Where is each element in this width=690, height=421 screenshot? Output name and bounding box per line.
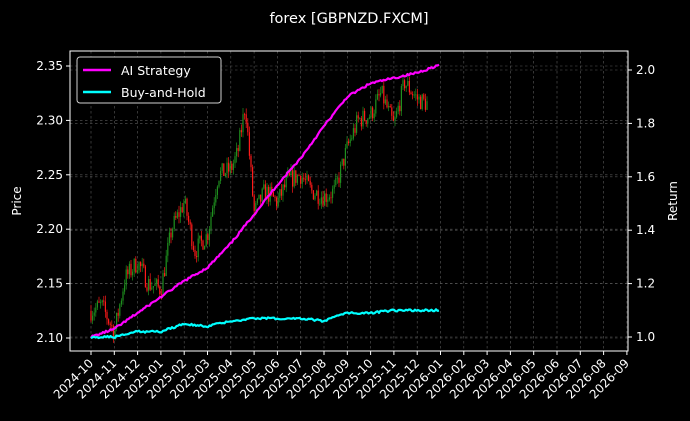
chart-title: forex [GBPNZD.FXCM] [269, 11, 428, 27]
y-left-tick-label: 2.30 [36, 113, 63, 127]
ai-strategy-line [90, 63, 440, 339]
y-right-tick-label: 1.4 [636, 223, 655, 237]
y-left-tick-label: 2.20 [36, 222, 63, 236]
y-axis-left-ticks: 2.10 2.15 2.20 2.25 2.30 2.35 [36, 59, 70, 345]
y-right-tick-label: 2.0 [636, 63, 655, 77]
y-left-tick-label: 2.35 [36, 59, 63, 73]
y-axis-right-ticks: 1.0 1.2 1.4 1.6 1.8 2.0 [628, 63, 655, 344]
y-right-tick-label: 1.6 [636, 170, 655, 184]
return-lines [90, 63, 440, 340]
legend-label-ai-strategy: AI Strategy [121, 63, 191, 78]
y-right-tick-label: 1.2 [636, 277, 655, 291]
y-axis-left-label: Price [10, 186, 24, 215]
y-right-tick-label: 1.8 [636, 116, 655, 130]
buy-and-hold-line [90, 308, 440, 340]
y-left-tick-label: 2.15 [36, 277, 63, 291]
y-axis-right-label: Return [666, 181, 680, 221]
plot-frame [69, 50, 629, 352]
legend: AI Strategy Buy-and-Hold [76, 56, 222, 104]
y-left-tick-label: 2.25 [36, 168, 63, 182]
price-candlesticks [90, 75, 428, 343]
y-right-tick-label: 1.0 [636, 330, 655, 344]
legend-label-buy-and-hold: Buy-and-Hold [121, 85, 206, 100]
legend-box [76, 56, 222, 104]
y-left-tick-label: 2.10 [36, 331, 63, 345]
